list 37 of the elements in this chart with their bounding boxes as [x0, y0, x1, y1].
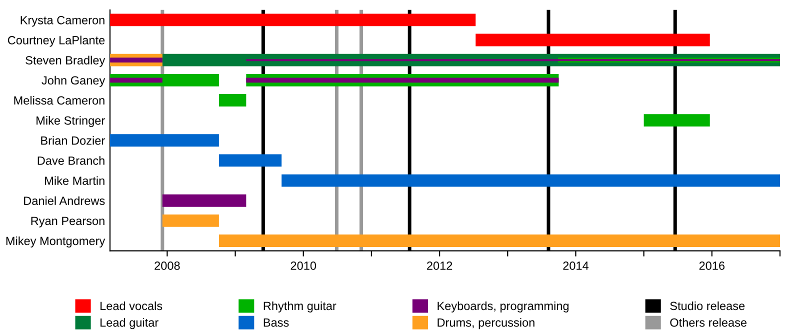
bar	[110, 134, 219, 147]
bar	[218, 94, 246, 106]
legend-label: Lead guitar	[100, 318, 158, 330]
bar	[282, 174, 780, 187]
bar	[644, 114, 710, 127]
y-tick-label: John Ganey	[42, 76, 106, 87]
bar	[218, 154, 282, 167]
y-tick-label: Courtney LaPlante	[8, 36, 105, 47]
x-tick-label: 2014	[563, 262, 589, 270]
legend-label: Studio release	[670, 301, 745, 310]
y-tick-label: Mikey Montgomery	[6, 236, 106, 248]
legend-label: Others release	[670, 318, 747, 327]
bar	[476, 34, 710, 46]
y-tick-label: Daniel Andrews	[24, 196, 105, 206]
y-tick-label: Mike Martin	[45, 176, 104, 185]
y-tick-label: Melissa Cameron	[14, 96, 104, 105]
legend-label: Drums, percussion	[438, 318, 534, 330]
y-tick-label: Mike Stringer	[36, 116, 105, 128]
x-tick-label: 2016	[699, 262, 725, 270]
bar	[218, 234, 780, 247]
legend-label: Keyboards, programming	[438, 301, 569, 312]
bar	[110, 14, 476, 26]
y-tick-label: Krysta Cameron	[20, 16, 104, 27]
bar	[246, 78, 559, 83]
y-tick-label: Brian Dozier	[41, 136, 105, 145]
legend-label: Rhythm guitar	[264, 301, 336, 312]
x-tick-label: 2012	[427, 262, 452, 270]
y-tick-label: Dave Branch	[38, 156, 104, 165]
x-tick-label: 2010	[290, 262, 316, 270]
x-tick-label: 2008	[154, 262, 180, 270]
y-tick-label: Steven Bradley	[26, 56, 106, 67]
bar	[162, 214, 219, 227]
legend-label: Bass	[264, 318, 289, 327]
bar	[110, 78, 162, 83]
y-tick-label: Ryan Pearson	[31, 216, 104, 228]
bar	[110, 58, 162, 62]
legend-label: Lead vocals	[100, 301, 162, 310]
